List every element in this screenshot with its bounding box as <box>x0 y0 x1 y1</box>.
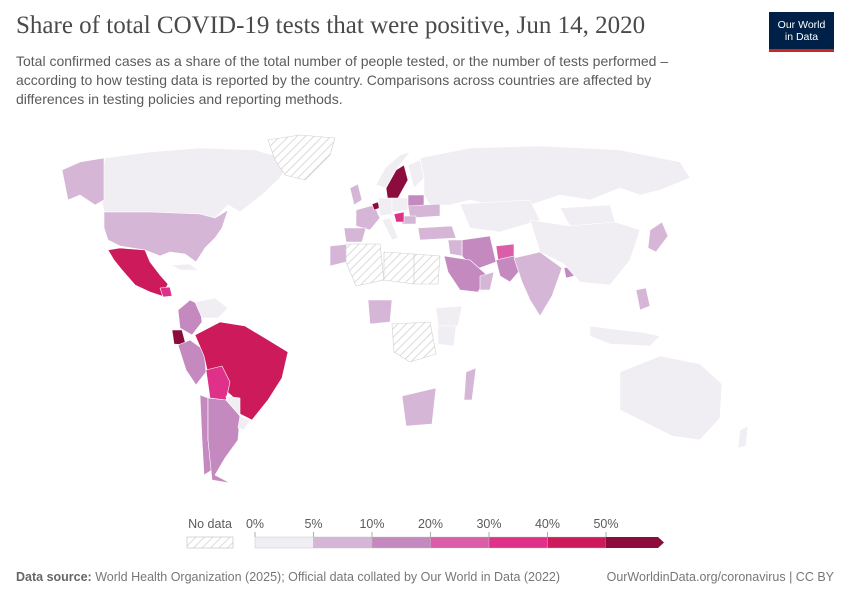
country-cuba[interactable]: Cuba: 0-5% <box>171 263 199 271</box>
country-bolivia[interactable]: Bolivia: 30-40% <box>205 365 231 401</box>
country-russia[interactable]: Russia: 0-5% <box>419 145 691 206</box>
country-new-zealand[interactable]: New Zealand: 0-5% <box>737 425 749 449</box>
country-france[interactable]: France: 5-10% <box>355 204 381 231</box>
logo-line-1: Our World <box>777 18 826 31</box>
country-australia[interactable]: Australia: 0-5% <box>619 355 723 441</box>
country-madagascar[interactable]: Madagascar: 5-10% <box>463 367 477 401</box>
country-china[interactable]: China: 0-5% <box>529 219 641 286</box>
footer-source: Data source: World Health Organization (… <box>16 570 560 584</box>
legend-swatch-open-end <box>606 537 664 548</box>
country-india[interactable]: India: 5-10% <box>513 251 563 317</box>
country-japan[interactable]: Japan: 5-10% <box>647 221 669 253</box>
country-south-africa[interactable]: South Africa: 5-10% <box>401 387 437 427</box>
source-text: World Health Organization (2025); Offici… <box>95 570 561 584</box>
country-greenland[interactable]: Greenland: no data <box>267 134 336 181</box>
country-indonesia[interactable]: Indonesia: 0-5% <box>589 325 661 347</box>
legend-swatch <box>254 536 314 549</box>
owid-logo[interactable]: Our World in Data <box>769 12 834 52</box>
country-ukraine[interactable]: Ukraine: 5-10% <box>407 203 441 219</box>
country-uruguay[interactable]: Uruguay: 0-5% <box>237 415 251 431</box>
country-italy[interactable]: Italy: 0-5% <box>381 217 399 241</box>
source-label: Data source: <box>16 570 92 584</box>
country-argentina[interactable]: Argentina: 10-20% <box>207 397 241 484</box>
country-serbia[interactable]: Serbia: 30-40% <box>393 211 405 223</box>
country-guatemala[interactable]: Guatemala: 30-40% <box>159 286 173 298</box>
map-legend: No data 0% 5% 10% 20% 30% 40% 50% <box>186 517 664 549</box>
country-kazakhstan[interactable]: Kazakhstan: 0-5% <box>459 199 541 233</box>
legend-nodata-swatch <box>186 536 234 549</box>
legend-tick-label: 5% <box>304 517 322 531</box>
legend-swatch <box>371 536 431 549</box>
legend-nodata-label: No data <box>188 517 232 531</box>
legend-swatch <box>488 536 548 549</box>
country-turkey[interactable]: Turkey: 5-10% <box>417 225 457 241</box>
country-ethiopia[interactable]: Ethiopia: 0-5% <box>435 305 463 327</box>
country-germany[interactable]: Germany: 0-5% <box>377 197 393 217</box>
legend-tick-label: 50% <box>593 517 618 531</box>
legend-tick-label: 10% <box>359 517 384 531</box>
country-philippines[interactable]: Philippines: 5-10% <box>635 287 651 311</box>
country-belarus[interactable]: Belarus: 10-20% <box>407 194 425 207</box>
country-oman[interactable]: Oman: 5-10% <box>479 271 495 291</box>
country-united-kingdom[interactable]: United Kingdom: 5-10% <box>349 183 363 206</box>
legend-tick-label: 40% <box>535 517 560 531</box>
legend-tick-label: 0% <box>246 517 264 531</box>
country-iraq[interactable]: Iraq: 5-10% <box>447 239 463 257</box>
footer-link[interactable]: OurWorldinData.org/coronavirus | CC BY <box>606 570 834 584</box>
country-alaska-united-states[interactable]: Alaska (United States): 5-10% <box>61 157 105 206</box>
chart-subtitle: Total confirmed cases as a share of the … <box>16 53 669 107</box>
country-united-states[interactable]: United States: 5-10% <box>103 209 229 263</box>
legend-tick-label: 20% <box>418 517 443 531</box>
country-dr-congo[interactable]: DR Congo: no data <box>391 321 437 363</box>
world-map[interactable]: Canada: 0-5%Alaska (United States): 5-10… <box>0 125 850 495</box>
chart-title: Share of total COVID-19 tests that were … <box>16 12 646 39</box>
legend-swatch <box>547 536 607 549</box>
legend-tick-label: 30% <box>476 517 501 531</box>
country-kenya[interactable]: Kenya: 0-5% <box>437 325 457 347</box>
country-algeria[interactable]: Algeria: no data <box>345 243 385 287</box>
legend-swatch <box>430 536 490 549</box>
country-poland[interactable]: Poland: 0-5% <box>391 197 409 213</box>
country-saudi-arabia[interactable]: Saudi Arabia: 10-20% <box>443 255 489 293</box>
country-norway[interactable]: Norway: 0-5% <box>375 151 411 189</box>
country-colombia[interactable]: Colombia: 10-20% <box>177 299 203 336</box>
logo-line-2: in Data <box>784 30 819 43</box>
country-nigeria[interactable]: Nigeria: 5-10% <box>367 299 393 325</box>
country-venezuela[interactable]: Venezuela: 0-5% <box>194 297 229 319</box>
country-spain[interactable]: Spain: 5-10% <box>343 227 367 243</box>
country-canada[interactable]: Canada: 0-5% <box>99 147 291 219</box>
country-libya[interactable]: Libya: no data <box>383 251 415 285</box>
country-egypt[interactable]: Egypt: no data <box>413 253 441 285</box>
legend-swatch <box>313 536 373 549</box>
